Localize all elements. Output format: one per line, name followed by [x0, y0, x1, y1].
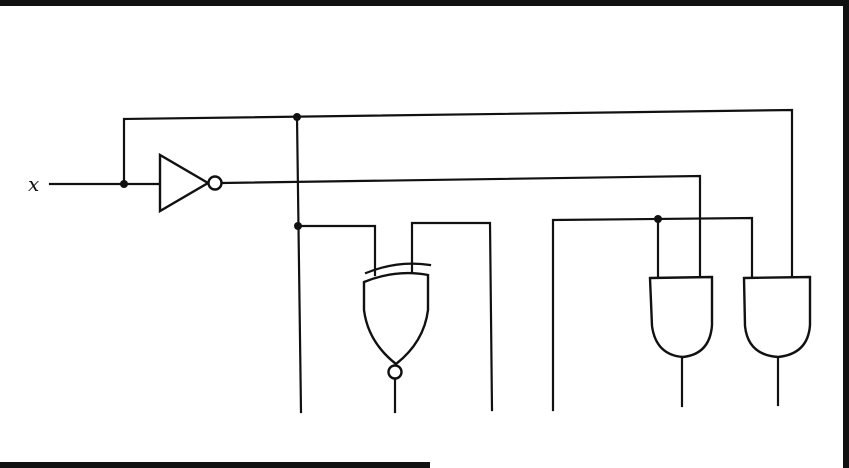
page-border-bottom	[0, 462, 430, 468]
wire-xnor-input-a	[296, 224, 377, 277]
not-gate-body	[158, 152, 211, 214]
wire-xnor-input-b	[410, 221, 494, 412]
not-gate	[158, 152, 223, 214]
and-gate-2	[742, 275, 812, 359]
wire-top-bus	[122, 108, 794, 280]
xnor-extra-arc	[364, 262, 432, 275]
page-border-top	[0, 0, 849, 6]
not-gate-bubble	[207, 175, 223, 191]
page-border-right	[843, 0, 849, 468]
input-label-x: x	[28, 172, 39, 196]
and-gate-1-body	[648, 275, 714, 359]
xnor-bubble	[387, 364, 403, 380]
and-gate-2-body	[742, 275, 812, 359]
wire-x-vertical	[295, 115, 303, 414]
wire-not-output	[220, 174, 702, 280]
wire-right-bus	[551, 216, 754, 412]
xnor-gate	[362, 262, 432, 380]
and-gate-1	[648, 275, 714, 359]
xnor-body	[362, 271, 430, 366]
